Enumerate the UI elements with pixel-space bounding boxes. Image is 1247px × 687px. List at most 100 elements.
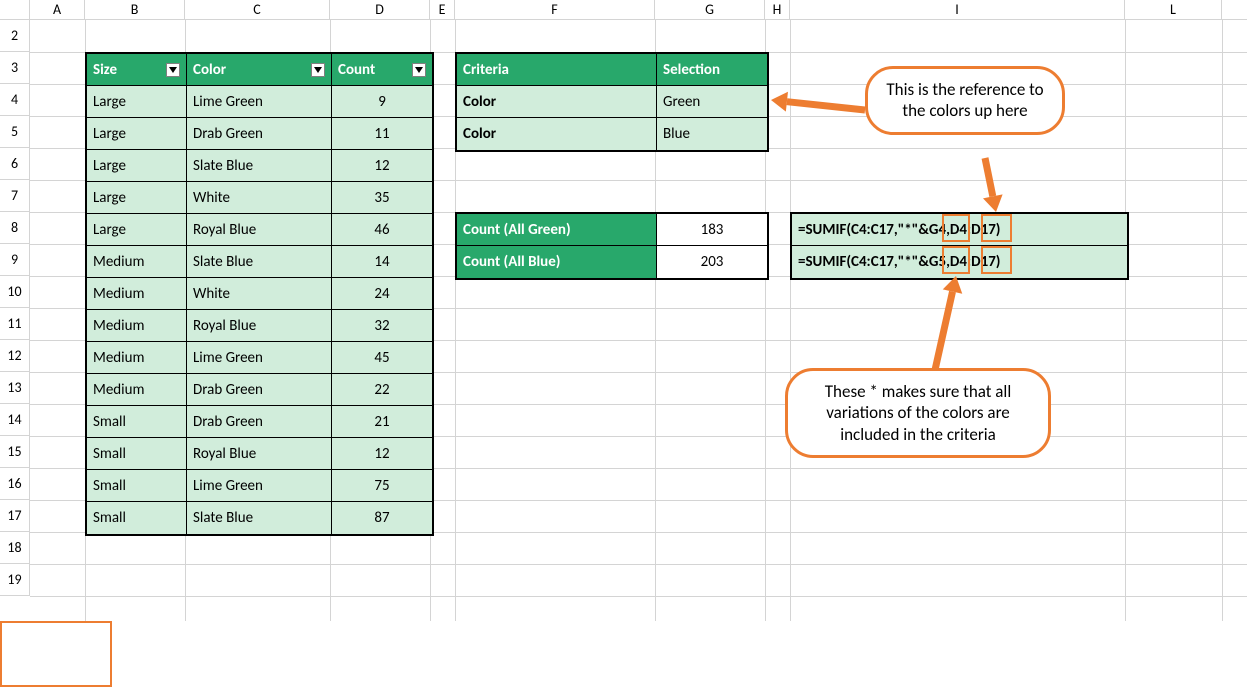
row-header-8[interactable]: 8 bbox=[0, 212, 30, 244]
table-cell[interactable]: Medium bbox=[87, 374, 187, 406]
column-header-I[interactable]: I bbox=[790, 0, 1125, 19]
row-header-15[interactable]: 15 bbox=[0, 436, 30, 468]
table-cell[interactable]: Lime Green bbox=[187, 470, 332, 502]
table-cell[interactable]: White bbox=[187, 278, 332, 310]
table-cell[interactable]: Drab Green bbox=[187, 406, 332, 438]
table-cell[interactable]: Medium bbox=[87, 278, 187, 310]
arrow-to-selection bbox=[751, 80, 885, 130]
select-all-corner[interactable] bbox=[0, 0, 30, 19]
formula-cell[interactable]: =SUMIF(C4:C17,"*"&G4,D4:D17) bbox=[792, 214, 1127, 246]
header-label: Count bbox=[338, 61, 375, 79]
table-cell[interactable]: Drab Green bbox=[187, 118, 332, 150]
table-cell[interactable]: 87 bbox=[332, 502, 432, 534]
criteria-cell[interactable]: Color bbox=[457, 118, 657, 150]
selection-highlight bbox=[0, 621, 112, 687]
table-cell[interactable]: Royal Blue bbox=[187, 214, 332, 246]
column-header-F[interactable]: F bbox=[455, 0, 655, 19]
row-header-5[interactable]: 5 bbox=[0, 116, 30, 148]
column-header-L[interactable]: L bbox=[1125, 0, 1222, 19]
table-cell[interactable]: Large bbox=[87, 86, 187, 118]
callout-reference: This is the reference to the colors up h… bbox=[865, 66, 1065, 135]
main-header-color[interactable]: Color bbox=[187, 54, 332, 86]
table-cell[interactable]: Medium bbox=[87, 246, 187, 278]
count-label[interactable]: Count (All Green) bbox=[457, 214, 657, 246]
filter-dropdown-icon[interactable] bbox=[412, 63, 426, 77]
column-header-G[interactable]: G bbox=[655, 0, 765, 19]
column-header-E[interactable]: E bbox=[430, 0, 455, 19]
row-header-18[interactable]: 18 bbox=[0, 532, 30, 564]
table-cell[interactable]: Small bbox=[87, 438, 187, 470]
row-header-7[interactable]: 7 bbox=[0, 180, 30, 212]
table-cell[interactable]: Slate Blue bbox=[187, 502, 332, 534]
table-cell[interactable]: Large bbox=[87, 118, 187, 150]
table-cell[interactable]: 21 bbox=[332, 406, 432, 438]
column-header-H[interactable]: H bbox=[765, 0, 790, 19]
count-result-table: Count (All Green)183Count (All Blue)203 bbox=[455, 212, 769, 280]
count-label[interactable]: Count (All Blue) bbox=[457, 246, 657, 278]
count-value[interactable]: 203 bbox=[657, 246, 767, 278]
header-label: Size bbox=[93, 61, 117, 79]
column-header-C[interactable]: C bbox=[185, 0, 330, 19]
table-cell[interactable]: Large bbox=[87, 214, 187, 246]
table-cell[interactable]: Medium bbox=[87, 310, 187, 342]
table-cell[interactable]: Royal Blue bbox=[187, 438, 332, 470]
row-header-6[interactable]: 6 bbox=[0, 148, 30, 180]
row-header-4[interactable]: 4 bbox=[0, 84, 30, 116]
table-cell[interactable]: Lime Green bbox=[187, 342, 332, 374]
table-cell[interactable]: Small bbox=[87, 470, 187, 502]
table-cell[interactable]: Large bbox=[87, 150, 187, 182]
header-label: Color bbox=[193, 61, 226, 79]
callout-reference-text: This is the reference to the colors up h… bbox=[886, 79, 1043, 121]
row-header-3[interactable]: 3 bbox=[0, 52, 30, 84]
criteria-cell[interactable]: Color bbox=[457, 86, 657, 118]
row-header-11[interactable]: 11 bbox=[0, 308, 30, 340]
row-header-2[interactable]: 2 bbox=[0, 20, 30, 52]
table-cell[interactable]: 11 bbox=[332, 118, 432, 150]
table-cell[interactable]: Small bbox=[87, 406, 187, 438]
column-header-B[interactable]: B bbox=[85, 0, 185, 19]
table-cell[interactable]: 14 bbox=[332, 246, 432, 278]
table-cell[interactable]: White bbox=[187, 182, 332, 214]
criteria-header[interactable]: Criteria bbox=[457, 54, 657, 86]
table-cell[interactable]: 32 bbox=[332, 310, 432, 342]
table-cell[interactable]: 12 bbox=[332, 150, 432, 182]
row-header-10[interactable]: 10 bbox=[0, 276, 30, 308]
column-header-row: ABCDEFGHIL bbox=[0, 0, 1247, 20]
row-header-13[interactable]: 13 bbox=[0, 372, 30, 404]
table-cell[interactable]: Slate Blue bbox=[187, 150, 332, 182]
main-header-size[interactable]: Size bbox=[87, 54, 187, 86]
table-cell[interactable]: Royal Blue bbox=[187, 310, 332, 342]
row-header-14[interactable]: 14 bbox=[0, 404, 30, 436]
main-data-table: SizeColorCountLargeLime Green9LargeDrab … bbox=[85, 52, 434, 536]
criteria-table: CriteriaSelectionColorGreenColorBlue bbox=[455, 52, 769, 152]
arrow-to-ref-highlight bbox=[965, 138, 1016, 232]
callout-asterisk-text: These * makes sure that all variations o… bbox=[825, 381, 1011, 445]
main-header-count[interactable]: Count bbox=[332, 54, 432, 86]
table-cell[interactable]: Drab Green bbox=[187, 374, 332, 406]
table-cell[interactable]: 45 bbox=[332, 342, 432, 374]
arrow-to-asterisk-highlight bbox=[915, 256, 976, 390]
table-cell[interactable]: 22 bbox=[332, 374, 432, 406]
row-header-12[interactable]: 12 bbox=[0, 340, 30, 372]
row-header-17[interactable]: 17 bbox=[0, 500, 30, 532]
table-cell[interactable]: 75 bbox=[332, 470, 432, 502]
table-cell[interactable]: 24 bbox=[332, 278, 432, 310]
table-cell[interactable]: 12 bbox=[332, 438, 432, 470]
row-header-column: 2345678910111213141516171819 bbox=[0, 20, 30, 596]
table-cell[interactable]: Medium bbox=[87, 342, 187, 374]
table-cell[interactable]: Lime Green bbox=[187, 86, 332, 118]
column-header-D[interactable]: D bbox=[330, 0, 430, 19]
row-header-16[interactable]: 16 bbox=[0, 468, 30, 500]
table-cell[interactable]: Slate Blue bbox=[187, 246, 332, 278]
table-cell[interactable]: Large bbox=[87, 182, 187, 214]
table-cell[interactable]: Small bbox=[87, 502, 187, 534]
column-header-A[interactable]: A bbox=[30, 0, 85, 19]
table-cell[interactable]: 35 bbox=[332, 182, 432, 214]
row-header-9[interactable]: 9 bbox=[0, 244, 30, 276]
filter-dropdown-icon[interactable] bbox=[311, 63, 325, 77]
filter-dropdown-icon[interactable] bbox=[166, 63, 180, 77]
count-value[interactable]: 183 bbox=[657, 214, 767, 246]
table-cell[interactable]: 9 bbox=[332, 86, 432, 118]
row-header-19[interactable]: 19 bbox=[0, 564, 30, 596]
table-cell[interactable]: 46 bbox=[332, 214, 432, 246]
